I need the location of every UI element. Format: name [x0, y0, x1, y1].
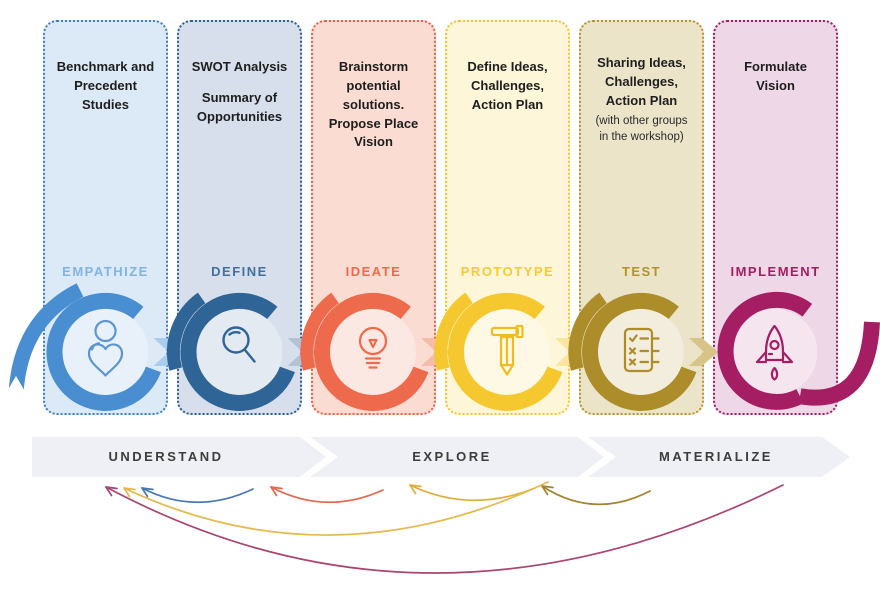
feedback-arrows — [105, 481, 784, 574]
stage-column-test: Sharing Ideas, Challenges, Action Plan (… — [579, 20, 704, 415]
stage-title: Sharing Ideas, Challenges, Action Plan — [597, 55, 686, 108]
stage-text: Formulate Vision — [715, 22, 836, 96]
feedback-arrow-prototype-to-empathize — [123, 481, 549, 536]
feedback-arrow-define-to-empathize — [141, 487, 254, 504]
stage-label-implement: IMPLEMENT — [730, 264, 821, 279]
stage-label-prototype: PROTOTYPE — [460, 264, 555, 279]
stage-column-empathize: Benchmark and Precedent Studies EMPATHIZ… — [43, 20, 168, 415]
stage-label-ideate: IDEATE — [345, 264, 402, 279]
stage-subtitle: Summary of Opportunities — [196, 89, 283, 124]
stage-title: Benchmark and Precedent Studies — [56, 59, 155, 112]
stage-text: SWOT Analysis Summary of Opportunities — [179, 22, 300, 127]
stage-note: (with other groups in the workshop) — [595, 114, 688, 143]
stage-title: Define Ideas, Challenges, Action Plan — [467, 59, 548, 112]
stage-text: Define Ideas, Challenges, Action Plan — [447, 22, 568, 115]
stage-text: Sharing Ideas, Challenges, Action Plan (… — [581, 22, 702, 145]
stage-column-implement: Formulate Vision IMPLEMENT — [713, 20, 838, 415]
timeline-label-explore: EXPLORE — [412, 449, 492, 464]
stage-label-test: TEST — [621, 264, 662, 279]
ring-tail-notch — [2, 376, 30, 400]
stage-text: Benchmark and Precedent Studies — [45, 22, 166, 115]
feedback-arrow-prototype-to-ideate — [409, 484, 536, 502]
feedback-arrow-ideate-to-define — [270, 486, 384, 504]
stage-column-ideate: Brainstorm potential solutions. Propose … — [311, 20, 436, 415]
stage-label-define: DEFINE — [211, 264, 268, 279]
feedback-arrow-test-to-prototype — [541, 485, 651, 506]
timeline-label-understand: UNDERSTAND — [108, 449, 224, 464]
stage-title: SWOT Analysis — [191, 59, 288, 74]
stage-label-empathize: EMPATHIZE — [62, 264, 149, 279]
stage-title: Formulate Vision — [744, 59, 807, 93]
feedback-arrow-implement-to-empathize — [105, 484, 784, 574]
stage-column-prototype: Define Ideas, Challenges, Action Plan PR… — [445, 20, 570, 415]
stage-title: Brainstorm potential solutions. Propose … — [328, 59, 419, 150]
timeline-label-materialize: MATERIALIZE — [659, 449, 773, 464]
stage-text: Brainstorm potential solutions. Propose … — [313, 22, 434, 152]
stage-column-define: SWOT Analysis Summary of Opportunities D… — [177, 20, 302, 415]
